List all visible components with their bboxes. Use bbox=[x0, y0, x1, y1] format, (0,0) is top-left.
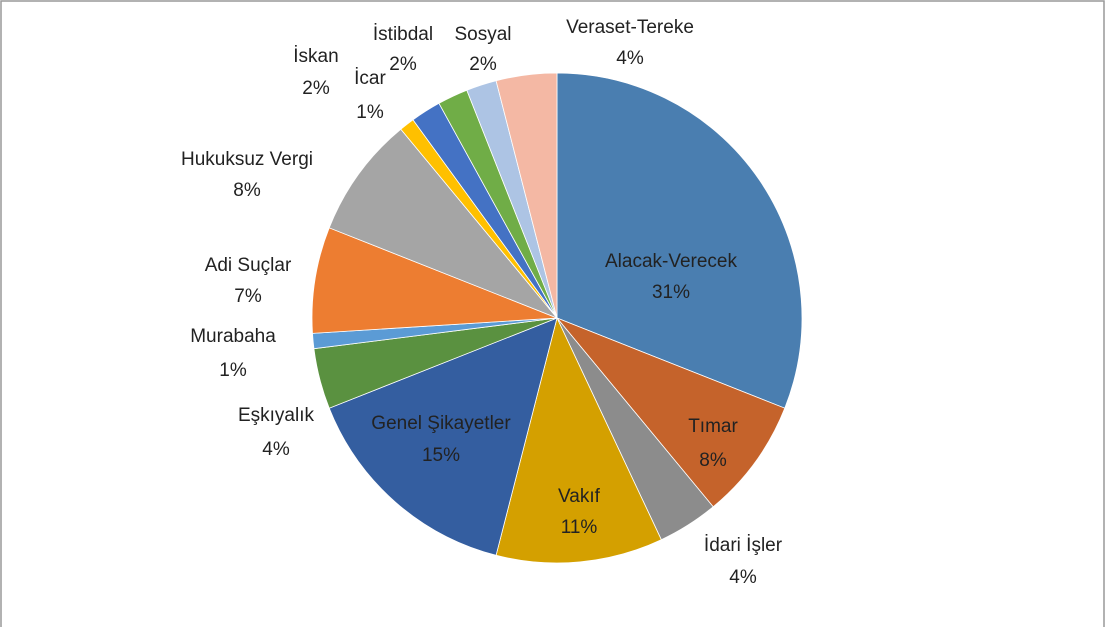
slice-label-value: 1% bbox=[219, 360, 247, 381]
slice-label-name: İdari İşler bbox=[704, 535, 783, 556]
slice-label-value: 1% bbox=[356, 102, 384, 123]
slice-label-name: Alacak-Verecek bbox=[605, 251, 738, 272]
pie-slice bbox=[495, 316, 662, 564]
slice-label-name: Tımar bbox=[688, 416, 738, 437]
slice-label-name: Adi Suçlar bbox=[205, 255, 292, 276]
pie-slice bbox=[556, 317, 786, 508]
slice-label-value: 4% bbox=[729, 567, 757, 588]
slice-label-name: Eşkıyalık bbox=[238, 405, 315, 426]
pie-slice bbox=[328, 317, 558, 556]
slice-label-value: 8% bbox=[699, 450, 727, 471]
slice-label-name: İstibdal bbox=[373, 24, 433, 45]
slice-label-name: Murabaha bbox=[190, 326, 276, 347]
slice-label-name: Veraset-Tereke bbox=[566, 17, 694, 38]
slice-label-value: 2% bbox=[469, 54, 497, 75]
slice-label-value: 7% bbox=[234, 286, 262, 307]
slice-label-value: 4% bbox=[616, 48, 644, 69]
pie-slice bbox=[495, 72, 558, 319]
pie-slice bbox=[556, 72, 803, 409]
slice-label-name: İskan bbox=[293, 46, 338, 67]
slice-label-name: Hukuksuz Vergi bbox=[181, 149, 313, 170]
slice-label-value: 2% bbox=[389, 54, 417, 75]
slice-label-name: Vakıf bbox=[558, 486, 601, 507]
slice-label-value: 31% bbox=[652, 282, 690, 303]
slice-label-value: 8% bbox=[233, 180, 261, 201]
slice-label-name: Sosyal bbox=[454, 24, 511, 45]
slice-label-value: 15% bbox=[422, 445, 460, 466]
slice-label-value: 11% bbox=[561, 517, 598, 538]
slice-label-name: İcar bbox=[354, 68, 386, 89]
slice-label-value: 4% bbox=[262, 439, 290, 460]
pie-slice bbox=[328, 128, 558, 319]
slice-label-value: 2% bbox=[302, 78, 330, 99]
slice-label-name: Genel Şikayetler bbox=[371, 413, 511, 434]
pie-slice bbox=[311, 227, 558, 334]
